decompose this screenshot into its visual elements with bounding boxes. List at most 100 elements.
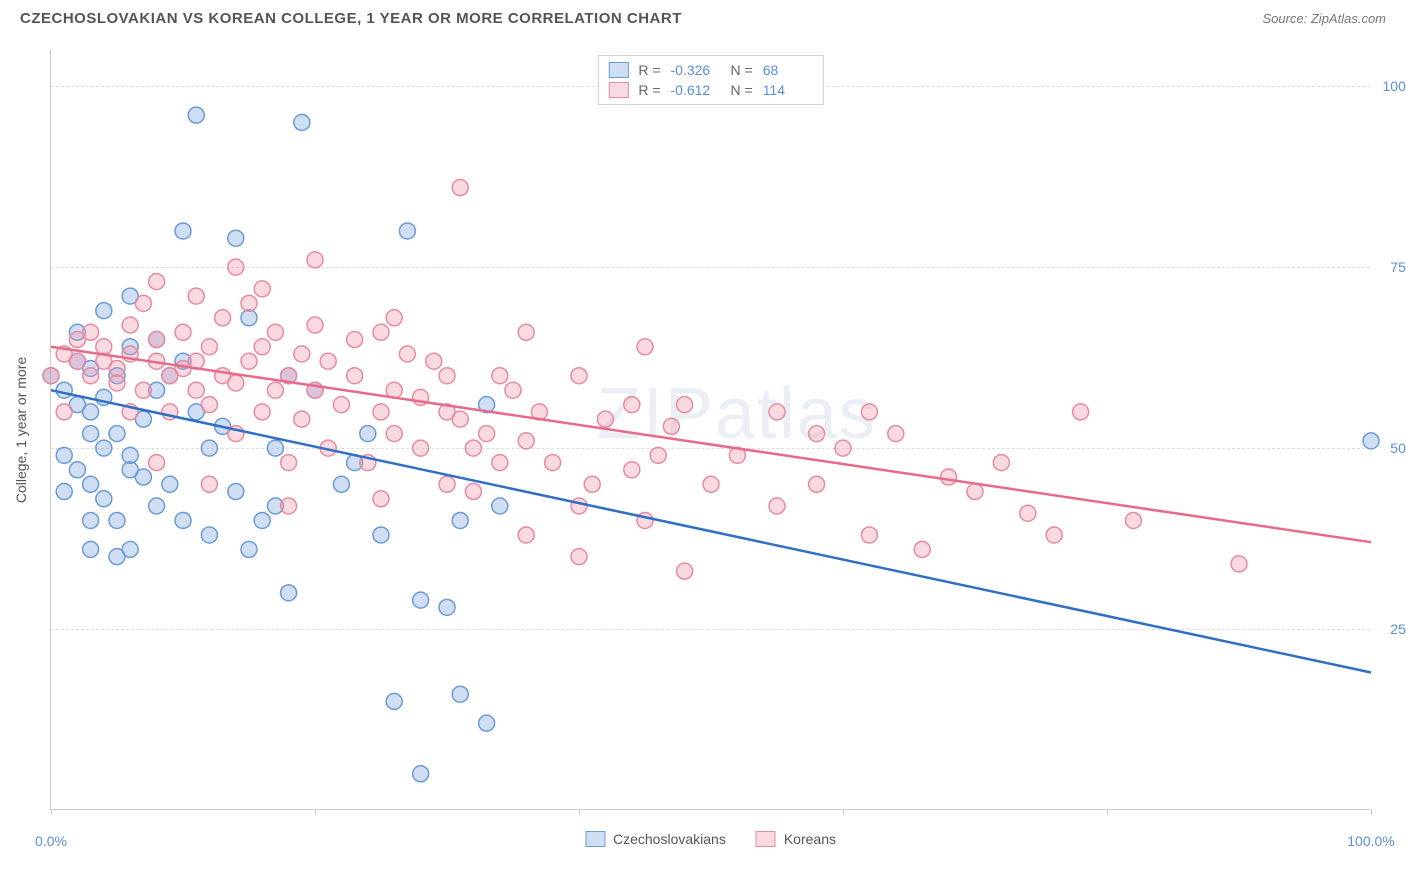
data-point [149, 274, 165, 290]
data-point [175, 512, 191, 528]
data-point [96, 440, 112, 456]
y-tick-label: 75.0% [1390, 259, 1406, 275]
data-point [281, 498, 297, 514]
data-point [769, 498, 785, 514]
n-label: N = [731, 82, 753, 98]
data-point [545, 455, 561, 471]
data-point [215, 310, 231, 326]
r-value-czech: -0.326 [671, 62, 721, 78]
data-point [518, 527, 534, 543]
data-point [373, 324, 389, 340]
x-tick-label: 100.0% [1347, 833, 1394, 849]
data-point [109, 426, 125, 442]
data-point [83, 404, 99, 420]
data-point [835, 440, 851, 456]
data-point [518, 324, 534, 340]
trend-line [51, 390, 1371, 672]
data-point [426, 353, 442, 369]
data-point [162, 368, 178, 384]
data-point [439, 368, 455, 384]
n-value-korean: 114 [763, 82, 813, 98]
data-point [624, 462, 640, 478]
data-point [861, 404, 877, 420]
chart-plot-area: College, 1 year or more ZIPatlas 25.0%50… [50, 50, 1370, 810]
data-point [650, 447, 666, 463]
y-tick-label: 100.0% [1383, 78, 1406, 94]
data-point [333, 397, 349, 413]
data-point [69, 462, 85, 478]
legend-row-korean: R = -0.612 N = 114 [608, 80, 812, 100]
data-point [479, 426, 495, 442]
data-point [465, 440, 481, 456]
y-tick-label: 25.0% [1390, 621, 1406, 637]
data-point [914, 541, 930, 557]
data-point [201, 476, 217, 492]
data-point [69, 332, 85, 348]
data-point [201, 440, 217, 456]
correlation-legend: R = -0.326 N = 68 R = -0.612 N = 114 [597, 55, 823, 105]
data-point [320, 353, 336, 369]
data-point [492, 455, 508, 471]
legend-label-korean: Koreans [784, 831, 836, 847]
data-point [96, 491, 112, 507]
data-point [267, 440, 283, 456]
data-point [373, 404, 389, 420]
data-point [122, 447, 138, 463]
data-point [228, 230, 244, 246]
data-point [399, 346, 415, 362]
data-point [809, 426, 825, 442]
data-point [941, 469, 957, 485]
data-point [188, 107, 204, 123]
data-point [83, 426, 99, 442]
data-point [228, 259, 244, 275]
data-point [135, 295, 151, 311]
data-point [386, 693, 402, 709]
data-point [967, 484, 983, 500]
data-point [386, 426, 402, 442]
data-point [597, 411, 613, 427]
data-point [149, 455, 165, 471]
data-point [83, 368, 99, 384]
data-point [452, 512, 468, 528]
data-point [201, 339, 217, 355]
data-point [703, 476, 719, 492]
data-point [175, 324, 191, 340]
legend-item-korean: Koreans [756, 831, 836, 847]
data-point [56, 404, 72, 420]
data-point [373, 491, 389, 507]
r-value-korean: -0.612 [671, 82, 721, 98]
data-point [1363, 433, 1379, 449]
data-point [188, 288, 204, 304]
data-point [43, 368, 59, 384]
x-tick-mark [51, 809, 52, 815]
data-point [83, 512, 99, 528]
data-point [122, 317, 138, 333]
data-point [96, 303, 112, 319]
data-point [56, 382, 72, 398]
data-point [294, 114, 310, 130]
data-point [663, 418, 679, 434]
data-point [571, 498, 587, 514]
r-label: R = [638, 62, 660, 78]
swatch-blue-icon [608, 62, 628, 78]
data-point [439, 476, 455, 492]
series-legend: Czechoslovakians Koreans [585, 831, 836, 847]
data-point [254, 339, 270, 355]
data-point [149, 498, 165, 514]
x-tick-mark [843, 809, 844, 815]
data-point [162, 476, 178, 492]
data-point [677, 397, 693, 413]
data-point [83, 476, 99, 492]
data-point [571, 368, 587, 384]
data-point [149, 332, 165, 348]
chart-title: CZECHOSLOVAKIAN VS KOREAN COLLEGE, 1 YEA… [20, 10, 682, 27]
data-point [637, 339, 653, 355]
data-point [83, 541, 99, 557]
data-point [135, 469, 151, 485]
data-point [1231, 556, 1247, 572]
data-point [505, 382, 521, 398]
data-point [281, 585, 297, 601]
data-point [175, 223, 191, 239]
data-point [1046, 527, 1062, 543]
data-point [307, 317, 323, 333]
